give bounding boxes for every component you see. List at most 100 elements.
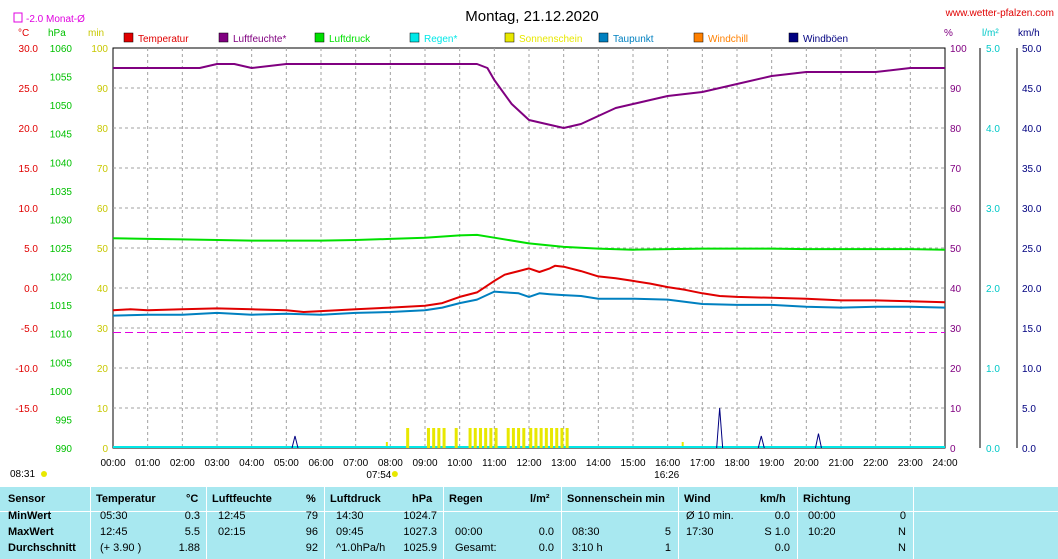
corner-sun-icon [41, 471, 47, 477]
summary-cell: 05:30 [100, 510, 128, 522]
tick-label: 1.0 [986, 364, 1000, 375]
tick-label: 100 [950, 44, 967, 55]
sunshine-bar [529, 428, 533, 448]
tick-label: 70 [950, 164, 962, 175]
tick-label: 10 [950, 404, 962, 415]
legend-swatch [218, 32, 229, 43]
time-tick-label: 18:00 [724, 458, 749, 469]
tick-label: 1000 [50, 387, 73, 398]
legend-label: Windböen [803, 34, 848, 45]
sunshine-bar [506, 428, 510, 448]
sunshine-bar [534, 428, 538, 448]
summary-cell: 0.0 [538, 542, 554, 554]
summary-cell: N [898, 526, 906, 538]
windboeen-spike [291, 435, 299, 449]
sunshine-bar [511, 428, 515, 448]
summary-cell: 10:20 [808, 526, 836, 538]
tick-label: 90 [950, 84, 962, 95]
time-tick-label: 03:00 [204, 458, 229, 469]
tick-label: 1060 [50, 44, 73, 55]
summary-cell: 96 [305, 526, 318, 538]
tick-label: 80 [950, 124, 962, 135]
sunshine-bar [544, 428, 548, 448]
legend-swatch [409, 32, 420, 43]
hdr-press: Luftdruck [330, 493, 381, 505]
time-tick-label: 01:00 [135, 458, 160, 469]
sunshine-bar [432, 428, 436, 448]
legend-swatch [598, 32, 609, 43]
sunset-label: 16:26 [654, 470, 679, 481]
tick-label: 20.0 [1022, 284, 1042, 295]
summary-cell: 1025.9 [403, 542, 437, 554]
summary-cell: 3:10 h [572, 542, 603, 554]
sunshine-bar [550, 428, 554, 448]
sunshine-bar [406, 428, 410, 448]
tick-label: 1040 [50, 158, 73, 169]
unit-celsius: °C [18, 28, 29, 39]
tick-label: 3.0 [986, 204, 1000, 215]
tick-label: 30 [950, 324, 962, 335]
legend-label: Luftdruck [329, 34, 371, 45]
site-link[interactable]: www.wetter-pfalzen.com [945, 8, 1054, 19]
summary-cell: 14:30 [336, 510, 364, 522]
sunshine-bar [489, 428, 493, 448]
summary-cell: 00:00 [455, 526, 483, 538]
sunshine-bar [555, 428, 559, 448]
time-tick-label: 12:00 [516, 458, 541, 469]
tick-label: 30 [97, 324, 109, 335]
tick-label: 90 [97, 84, 109, 95]
tick-label: 25.0 [1022, 244, 1042, 255]
tick-label: 25.0 [19, 84, 39, 95]
time-tick-label: 04:00 [239, 458, 264, 469]
tick-label: 1020 [50, 273, 73, 284]
windboeen-spike [716, 407, 724, 449]
tick-label: 1015 [50, 301, 73, 312]
tick-label: 1050 [50, 101, 73, 112]
tick-label: 1045 [50, 130, 73, 141]
tick-label: 1055 [50, 73, 73, 84]
time-tick-label: 21:00 [828, 458, 853, 469]
time-tick-label: 05:00 [274, 458, 299, 469]
time-tick-label: 14:00 [586, 458, 611, 469]
summary-cell: 17:30 [686, 526, 714, 538]
summary-table: Sensor Temperatur °C Luftfeuchte % Luftd… [0, 487, 1058, 559]
time-tick-label: 00:00 [100, 458, 125, 469]
sunshine-bar [565, 428, 569, 448]
axis-rain: 5.0 4.0 3.0 2.0 1.0 0.0 [979, 44, 1018, 455]
row-label: MaxWert [8, 526, 54, 538]
legend-label: Regen* [424, 34, 457, 45]
legend-label: Luftfeuchte* [233, 34, 286, 45]
summary-cell: 0.0 [774, 542, 790, 554]
unit-hpa: hPa [48, 28, 66, 39]
tick-label: 5.0 [986, 44, 1000, 55]
time-tick-label: 02:00 [170, 458, 195, 469]
tick-label: 1030 [50, 215, 73, 226]
summary-cell: 5.5 [184, 526, 200, 538]
chart-title: Montag, 21.12.2020 [465, 8, 598, 25]
windboeen-spike [814, 433, 822, 449]
axis-temperature: 30.0 25.0 20.0 15.0 10.0 5.0 0.0 -5.0 -10.0 -15.0 [15, 44, 38, 415]
tick-label: 40 [950, 284, 962, 295]
summary-cell: (+ 3.90 ) [100, 542, 142, 554]
tick-label: 20.0 [19, 124, 39, 135]
hdr-temp-unit: °C [186, 493, 199, 505]
unit-kmh: km/h [1018, 28, 1040, 39]
summary-cell: 1 [664, 542, 671, 554]
axis-pressure: 1060 1055 1050 1045 1040 1035 1030 1025 1020 1015… [50, 44, 73, 455]
tick-label: 10.0 [1022, 364, 1042, 375]
legend-label: Windchill [708, 34, 748, 45]
tick-label: 10.0 [19, 204, 39, 215]
tick-label: 15.0 [19, 164, 39, 175]
legend-label: Sonnenschein [519, 34, 582, 45]
summary-cell: S 1.0 [764, 526, 790, 538]
tick-label: 5.0 [24, 244, 38, 255]
time-tick-label: 13:00 [551, 458, 576, 469]
luftdruck-line [112, 233, 946, 251]
tick-label: 40.0 [1022, 124, 1042, 135]
tick-label: 20 [97, 364, 109, 375]
taupunkt-line [112, 290, 946, 317]
time-tick-label: 09:00 [412, 458, 437, 469]
axis-wind: 50.0 45.0 40.0 35.0 30.0 25.0 20.0 15.0 10.0 5.0 0… [1022, 44, 1042, 455]
time-tick-label: 11:00 [482, 458, 507, 469]
tick-label: 40 [97, 284, 109, 295]
